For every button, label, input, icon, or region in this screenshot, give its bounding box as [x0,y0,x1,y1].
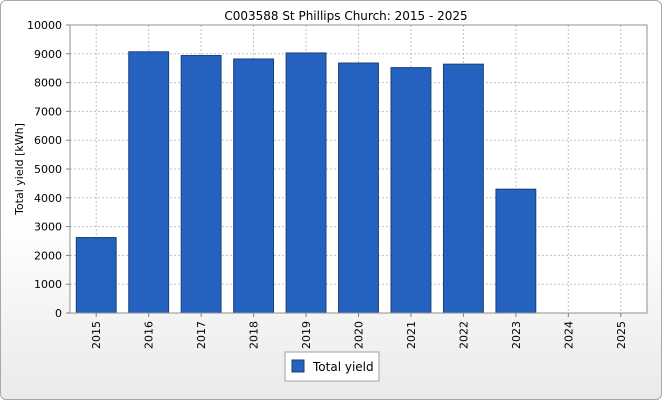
axes [69,24,648,317]
x-tick-labels: 2015 2016 2017 2018 2019 2020 2021 2022 2023 2024… [90,321,628,349]
chart-title: C003588 St Phillips Church: 2015 - 2025 [224,9,467,23]
y-tick-label: 8000 [34,77,62,90]
x-tick-label: 2015 [90,321,103,349]
bar-2017 [180,55,222,314]
bar-2018 [233,58,275,314]
x-tick-label: 2019 [300,321,313,349]
bars [75,51,537,314]
bar-2020 [338,62,379,314]
bar-2019 [285,52,327,314]
y-tick-label: 1000 [34,278,62,291]
bar-2021 [390,67,432,314]
y-tick-label: 9000 [34,48,62,61]
x-tick-label: 2016 [143,321,156,349]
y-tick-label: 10000 [27,19,62,32]
legend-label: Total yield [312,360,374,374]
x-tick-label: 2024 [562,321,575,349]
y-tick-label: 3000 [34,221,62,234]
bar-2023 [495,188,537,314]
y-tick-label: 2000 [34,249,62,262]
x-tick-label: 2020 [353,321,366,349]
x-tick-label: 2017 [195,321,208,349]
x-tick-label: 2022 [457,321,470,349]
y-tick-label: 6000 [34,134,62,147]
bar-2022 [442,63,484,314]
legend-swatch [291,359,305,373]
y-tick-label: 4000 [34,192,62,205]
bar-2016 [128,51,170,314]
legend-box [284,351,380,382]
x-tick-label: 2025 [615,321,628,349]
y-tick-label: 5000 [34,163,62,176]
y-tick-labels: 0 1000 2000 3000 4000 5000 6000 7000 8000 9000 100… [27,19,62,320]
y-tick-label: 0 [55,307,62,320]
legend: Total yield [284,351,380,382]
x-tick-label: 2021 [405,321,418,349]
bar-2015 [75,237,117,314]
x-tick-label: 2023 [510,321,523,349]
y-tick-label: 7000 [34,105,62,118]
y-axis-title: Total yield [kWh] [13,123,26,216]
x-tick-label: 2018 [248,321,261,349]
